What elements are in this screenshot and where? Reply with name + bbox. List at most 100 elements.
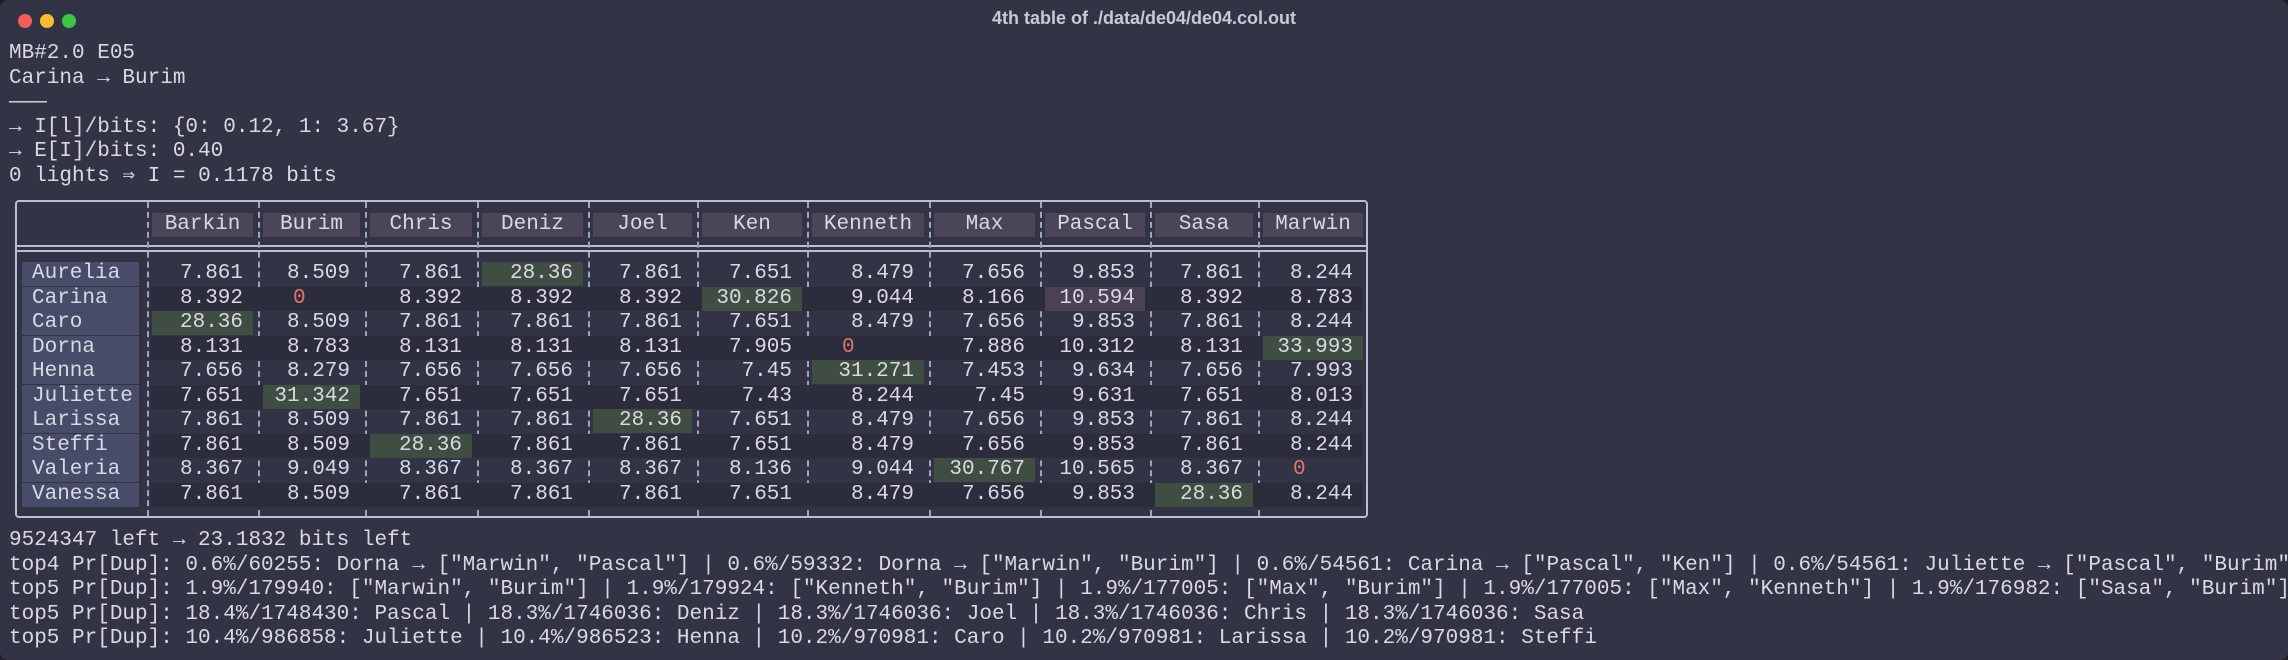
table-cell: 8.244 (1289, 262, 1353, 285)
row-header: Henna (22, 360, 139, 384)
table-cell: 7.656 (1179, 360, 1243, 383)
header-line: → E[I]/bits: 0.40 (9, 140, 224, 163)
table-cell: 28.36 (593, 409, 692, 433)
table-cell: 7.861 (179, 482, 243, 506)
column-header: Deniz (482, 213, 583, 237)
row-header: Aurelia (22, 262, 139, 286)
table-cell: 7.656 (618, 360, 682, 383)
table-cell: 0 (293, 286, 306, 310)
column-header: Pascal (1045, 213, 1145, 237)
table-separator (15, 250, 1368, 252)
table-cell: 8.479 (850, 482, 914, 506)
table-cell: 7.861 (618, 311, 682, 334)
column-header: Barkin (152, 213, 253, 237)
table-cell: 8.279 (286, 360, 350, 383)
table-cell: 7.861 (398, 311, 462, 334)
table-cell: 7.861 (179, 433, 243, 457)
column-header: Max (934, 213, 1035, 237)
table-frame (15, 200, 1368, 518)
table-cell: 7.861 (618, 262, 682, 285)
table-cell: 8.509 (286, 409, 350, 432)
column-header: Joel (593, 213, 692, 237)
table-cell: 7.45 (741, 360, 792, 383)
column-header: Kenneth (812, 213, 924, 237)
table-cell: 7.651 (618, 384, 682, 408)
table-cell: 31.271 (812, 360, 924, 384)
table-cell: 7.861 (398, 482, 462, 506)
table-cell: 8.509 (286, 311, 350, 334)
row-header: Carina (22, 286, 139, 311)
table-cell: 8.367 (618, 458, 682, 481)
table-cell: 7.656 (961, 433, 1025, 457)
table-cell: 8.131 (1179, 335, 1243, 359)
footer-line: 9524347 left → 23.1832 bits left (9, 529, 413, 552)
table-cell: 0 (1293, 458, 1306, 481)
table-cell: 8.244 (1289, 311, 1353, 334)
table-cell: 7.656 (961, 482, 1025, 506)
table-cell: 0 (842, 335, 855, 359)
table-cell: 7.861 (618, 482, 682, 506)
column-header: Marwin (1263, 213, 1363, 237)
row-header: Steffi (22, 433, 139, 458)
table-cell: 8.131 (398, 335, 462, 359)
table-cell: 7.861 (398, 262, 462, 285)
table-cell: 8.509 (286, 262, 350, 285)
table-cell: 8.244 (1289, 433, 1353, 457)
table-separator (15, 245, 1368, 247)
column-header: Sasa (1155, 213, 1253, 237)
header-line: → I[l]/bits: {0: 0.12, 1: 3.67} (9, 115, 400, 139)
table-cell: 8.013 (1289, 384, 1353, 408)
row-header: Valeria (22, 458, 139, 482)
table-cell: 9.634 (1071, 360, 1135, 383)
table-cell: 8.244 (1289, 409, 1353, 432)
table-cell: 7.651 (728, 409, 792, 432)
header-line: MB#2.0 E05 (9, 42, 136, 65)
row-header: Caro (22, 311, 139, 335)
footer-line: top5 Pr[Dup]: 10.4%/986858: Juliette | 1… (9, 627, 1597, 650)
table-cell: 7.656 (961, 311, 1025, 334)
table-cell: 10.565 (1059, 458, 1135, 481)
row-header: Vanessa (22, 482, 139, 507)
table-cell: 7.886 (961, 335, 1025, 359)
row-header: Dorna (22, 335, 139, 360)
table-cell: 9.044 (850, 286, 914, 310)
table-cell: 9.853 (1071, 409, 1135, 432)
footer-line: top5 Pr[Dup]: 1.9%/179940: ["Marwin", "B… (9, 578, 2288, 601)
row-header: Larissa (22, 409, 139, 433)
table-cell: 7.453 (961, 360, 1025, 383)
table-cell: 7.861 (509, 409, 573, 432)
minimize-button[interactable] (40, 14, 54, 28)
table-cell: 9.044 (850, 458, 914, 481)
table-cell: 8.131 (618, 335, 682, 359)
table-cell: 7.656 (398, 360, 462, 383)
header-line: Carina → Burim (9, 66, 186, 90)
table-cell: 9.853 (1071, 311, 1135, 334)
column-separator (147, 202, 149, 516)
table-cell: 8.479 (850, 433, 914, 457)
table-cell: 8.166 (961, 286, 1025, 310)
table-cell: 8.131 (509, 335, 573, 359)
table-cell: 28.36 (152, 311, 253, 335)
table-cell: 8.392 (179, 286, 243, 310)
table-cell: 8.244 (850, 384, 914, 408)
close-button[interactable] (18, 14, 32, 28)
table-cell: 10.594 (1045, 286, 1145, 311)
table-cell: 8.392 (1179, 286, 1243, 310)
table-cell: 7.861 (509, 433, 573, 457)
table-cell: 7.651 (728, 262, 792, 285)
row-stripe (151, 433, 1362, 458)
table-cell: 9.853 (1071, 433, 1135, 457)
table-cell: 8.131 (179, 335, 243, 359)
table-cell: 7.861 (618, 433, 682, 457)
table-cell: 8.244 (1289, 482, 1353, 506)
table-cell: 7.651 (1179, 384, 1243, 408)
table-cell: 8.367 (398, 458, 462, 481)
table-cell: 7.905 (728, 335, 792, 359)
maximize-button[interactable] (62, 14, 76, 28)
header-line: ——— (9, 91, 47, 114)
table-cell: 8.367 (179, 458, 243, 481)
table-cell: 9.631 (1071, 384, 1135, 408)
column-header: Burim (263, 213, 360, 237)
column-header: Chris (370, 213, 472, 237)
